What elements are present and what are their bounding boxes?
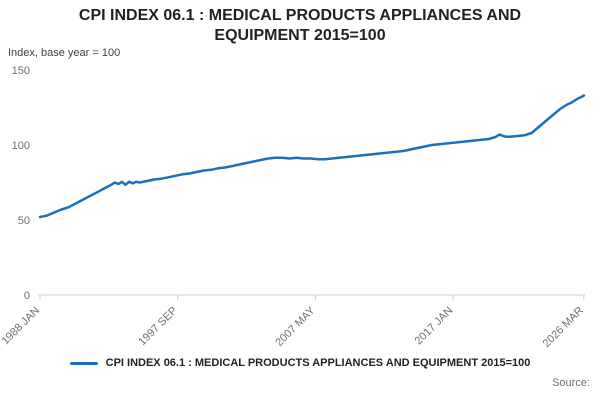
legend-label: CPI INDEX 06.1 : MEDICAL PRODUCTS APPLIA… (105, 357, 531, 369)
x-tick-label: 2026 MAR (541, 305, 586, 350)
chart-canvas: 0 50 100 150 1988 JAN 1997 SEP 2007 MAY 2017 J… (0, 65, 586, 350)
x-axis-tick-labels: 1988 JAN 1997 SEP 2007 MAY 2017 JAN 2026 MAR (0, 295, 586, 350)
legend-color-swatch (69, 361, 98, 365)
y-axis-tick-labels: 0 50 100 150 (12, 65, 30, 302)
y-tick-label: 50 (18, 215, 30, 227)
y-tick-label: 100 (12, 140, 30, 152)
y-tick-label: 150 (12, 65, 30, 77)
chart-title: CPI INDEX 06.1 : MEDICAL PRODUCTS APPLIA… (78, 7, 522, 45)
source-label: Source: (552, 377, 590, 389)
x-tick-label: 1988 JAN (0, 305, 42, 348)
x-tick-label: 1997 SEP (136, 305, 180, 349)
data-series-line (38, 94, 586, 219)
y-tick-label: 0 (24, 290, 30, 302)
x-tick-label: 2007 MAY (273, 304, 318, 349)
x-tick-label: 2017 JAN (413, 305, 456, 348)
legend-item[interactable]: CPI INDEX 06.1 : MEDICAL PRODUCTS APPLIA… (0, 357, 600, 369)
y-axis-unit-label: Index, base year = 100 (8, 47, 121, 59)
